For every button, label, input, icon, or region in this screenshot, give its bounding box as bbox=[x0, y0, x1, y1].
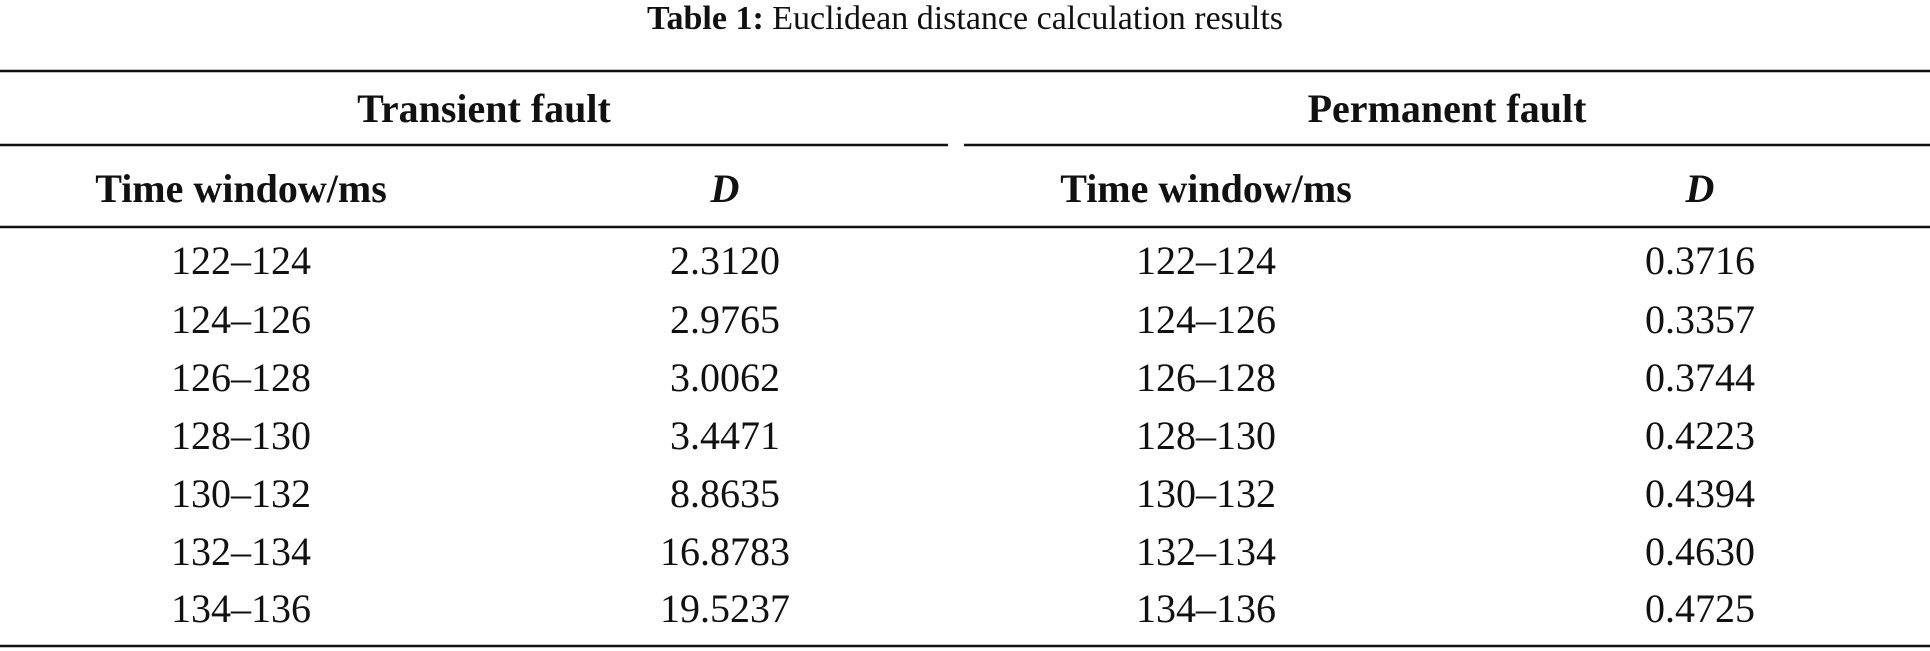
table-cell: 2.3120 bbox=[670, 238, 780, 283]
caption-label: Table 1: bbox=[647, 0, 764, 37]
table-cell: 122–124 bbox=[1136, 238, 1276, 283]
table-cell: 0.4725 bbox=[1645, 586, 1755, 631]
column-header: Time window/ms bbox=[1060, 166, 1352, 211]
table-cell: 0.3716 bbox=[1645, 238, 1755, 283]
table-cell: 132–134 bbox=[171, 529, 311, 574]
table-cell: 2.9765 bbox=[670, 297, 780, 342]
table-cell: 134–136 bbox=[1136, 586, 1276, 631]
column-header: D bbox=[710, 166, 740, 211]
table-cell: 134–136 bbox=[171, 586, 311, 631]
column-header: D bbox=[1685, 166, 1715, 211]
table-cell: 0.3744 bbox=[1645, 355, 1755, 400]
table-cell: 124–126 bbox=[171, 297, 311, 342]
table-cell: 0.4223 bbox=[1645, 413, 1755, 458]
table-cell: 8.8635 bbox=[670, 471, 780, 516]
table-cell: 0.4394 bbox=[1645, 471, 1755, 516]
table-cell: 132–134 bbox=[1136, 529, 1276, 574]
table-cell: 130–132 bbox=[1136, 471, 1276, 516]
column-header: Time window/ms bbox=[95, 166, 387, 211]
table-cell: 3.0062 bbox=[670, 355, 780, 400]
table-cell: 0.4630 bbox=[1645, 529, 1755, 574]
caption: Table 1: Euclidean distance calculation … bbox=[647, 0, 1283, 37]
caption-text: Euclidean distance calculation results bbox=[772, 0, 1283, 37]
table-cell: 3.4471 bbox=[670, 413, 780, 458]
table-cell: 124–126 bbox=[1136, 297, 1276, 342]
table-cell: 122–124 bbox=[171, 238, 311, 283]
table-cell: 126–128 bbox=[1136, 355, 1276, 400]
table-cell: 19.5237 bbox=[660, 586, 790, 631]
table-cell: 128–130 bbox=[1136, 413, 1276, 458]
table-cell: 16.8783 bbox=[660, 529, 790, 574]
group-header: Transient fault bbox=[357, 86, 611, 131]
table-cell: 0.3357 bbox=[1645, 297, 1755, 342]
table-cell: 130–132 bbox=[171, 471, 311, 516]
table-cell: 128–130 bbox=[171, 413, 311, 458]
table-cell: 126–128 bbox=[171, 355, 311, 400]
group-header: Permanent fault bbox=[1308, 86, 1588, 131]
